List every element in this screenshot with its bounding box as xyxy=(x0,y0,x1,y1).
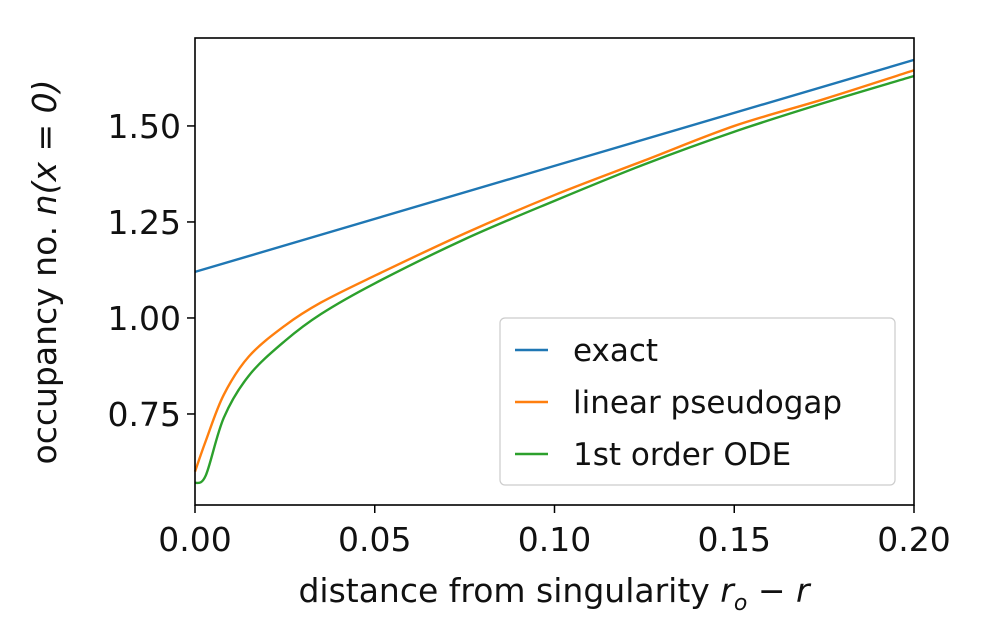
y-tick-label: 0.75 xyxy=(108,395,181,434)
y-tick-label: 1.25 xyxy=(108,203,181,242)
series-lines xyxy=(193,58,915,485)
x-tick-label: 0.05 xyxy=(338,520,411,559)
series-line-linear-pseudogap xyxy=(193,69,915,472)
legend-label: exact xyxy=(573,333,658,369)
y-tick-label: 1.50 xyxy=(108,107,181,146)
legend-label: 1st order ODE xyxy=(573,437,791,473)
x-axis-ticks: 0.00 0.05 0.10 0.15 0.20 xyxy=(158,505,951,559)
y-axis-label: occupancy no. n(x = 0) xyxy=(25,80,64,465)
legend: exact linear pseudogap 1st order ODE xyxy=(499,317,896,486)
x-tick-label: 0.20 xyxy=(877,520,950,559)
legend-label: linear pseudogap xyxy=(573,385,842,421)
legend-box xyxy=(499,317,896,486)
x-tick-label: 0.00 xyxy=(158,520,231,559)
x-tick-label: 0.15 xyxy=(698,520,771,559)
x-tick-label: 0.10 xyxy=(518,520,591,559)
y-tick-label: 1.00 xyxy=(108,299,181,338)
y-axis-ticks: 0.75 1.00 1.25 1.50 xyxy=(108,107,195,434)
x-axis-label: distance from singularity ro − r xyxy=(298,571,812,616)
series-line-1st-order-ode xyxy=(194,74,915,485)
series-line-exact xyxy=(194,58,915,274)
